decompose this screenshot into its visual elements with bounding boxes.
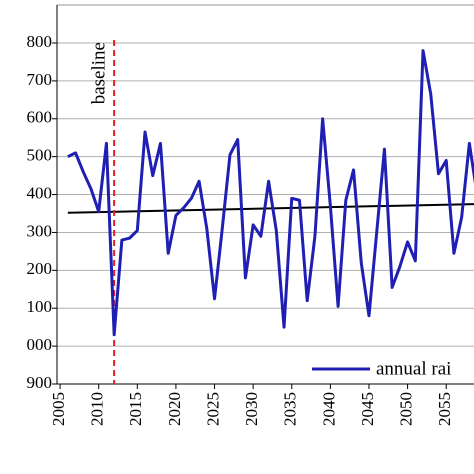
baseline-label: baseline <box>89 42 110 104</box>
y-tick-label: 300 <box>27 221 53 240</box>
x-tick-label: 2020 <box>165 392 184 426</box>
x-tick-label: 2035 <box>281 392 300 426</box>
x-tick-label: 2050 <box>396 392 415 426</box>
y-tick-label: 200 <box>27 259 53 278</box>
data-line <box>67 49 474 337</box>
y-tick-label: 800 <box>27 32 53 51</box>
x-tick-label: 2010 <box>88 392 107 426</box>
y-tick-label: 000 <box>27 335 53 354</box>
y-tick-label: 900 <box>27 373 53 392</box>
x-tick-label: 2025 <box>203 392 222 426</box>
x-tick-label: 2045 <box>358 392 377 426</box>
y-tick-label: 400 <box>27 183 53 202</box>
x-tick-label: 2015 <box>126 392 145 426</box>
y-tick-label: 700 <box>27 70 53 89</box>
y-tick-label: 600 <box>27 108 53 127</box>
x-tick-label: 2040 <box>319 392 338 426</box>
y-tick-label: 500 <box>27 146 53 165</box>
x-tick-label: 2005 <box>49 392 68 426</box>
y-tick-label: 100 <box>27 297 53 316</box>
legend-label: annual rai <box>376 358 451 379</box>
x-tick-label: 2030 <box>242 392 261 426</box>
x-tick-label: 2055 <box>435 392 454 426</box>
